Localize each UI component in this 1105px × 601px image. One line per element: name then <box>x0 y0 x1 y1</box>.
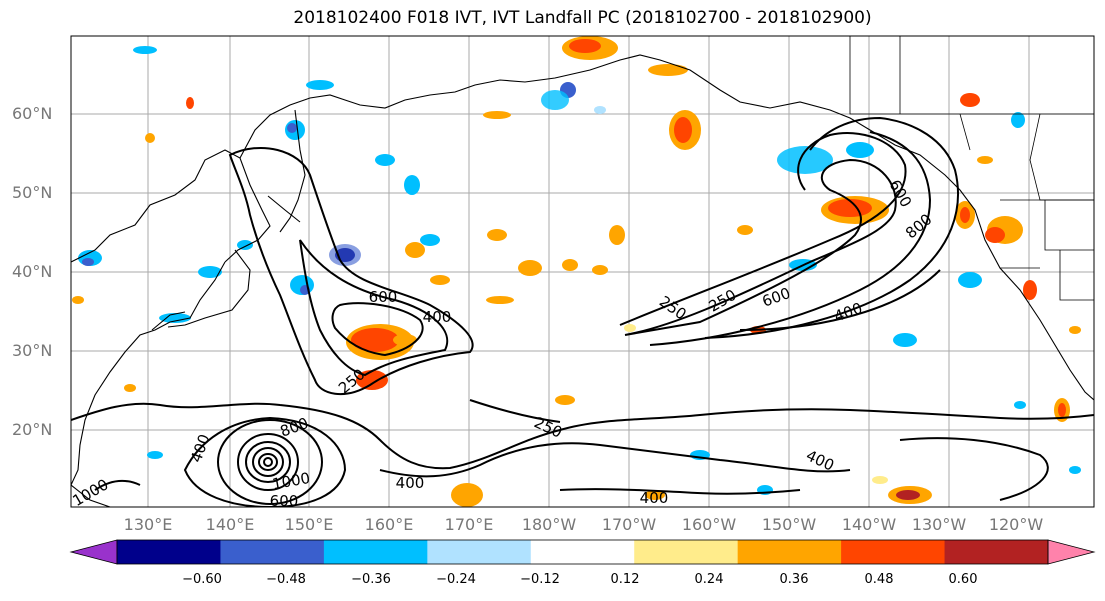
colorbar-tick: 0.60 <box>948 572 978 587</box>
lon-label-150e: 150°E <box>284 515 334 534</box>
colorbar-low-extension <box>69 539 118 565</box>
lon-label-160w: 160°W <box>681 515 737 534</box>
svg-text:400: 400 <box>423 308 452 326</box>
map-frame <box>70 35 1095 508</box>
colorbar <box>69 539 1096 565</box>
lon-label-180w: 180°W <box>521 515 577 534</box>
lon-label-140w: 140°W <box>841 515 897 534</box>
colorbar-tick: 0.36 <box>779 572 809 587</box>
lon-label-170w: 170°W <box>601 515 657 534</box>
colorbar-tick: −0.12 <box>520 572 560 587</box>
colorbar-tick: −0.48 <box>266 572 306 587</box>
colorbar-segment <box>634 540 739 564</box>
lon-label-130w: 130°W <box>911 515 967 534</box>
lat-label-50n: 50°N <box>12 183 53 202</box>
colorbar-tick: 0.48 <box>864 572 894 587</box>
colorbar-tick: 0.24 <box>694 572 724 587</box>
lon-label-120w: 120°W <box>988 515 1044 534</box>
map-title: 2018102400 F018 IVT, IVT Landfall PC (20… <box>293 8 872 28</box>
svg-text:600: 600 <box>270 492 299 510</box>
colorbar-tick: −0.24 <box>436 572 476 587</box>
colorbar-segment <box>220 540 325 564</box>
lat-label-60n: 60°N <box>12 104 53 123</box>
colorbar-segment <box>737 540 842 564</box>
lon-label-130e: 130°E <box>123 515 173 534</box>
svg-text:400: 400 <box>396 474 425 492</box>
political-borders <box>849 36 1094 301</box>
colorbar-outline <box>116 539 1049 565</box>
colorbar-tick: −0.36 <box>351 572 391 587</box>
lon-label-150w: 150°W <box>761 515 817 534</box>
svg-text:600: 600 <box>369 288 398 306</box>
colorbar-segment <box>841 540 946 564</box>
colorbar-segment <box>427 540 532 564</box>
colorbar-segment <box>530 540 635 564</box>
colorbar-tick: 0.12 <box>610 572 640 587</box>
lon-label-140e: 140°E <box>205 515 255 534</box>
lat-label-40n: 40°N <box>12 262 53 281</box>
lat-label-30n: 30°N <box>12 341 53 360</box>
coastlines <box>71 54 1094 507</box>
lon-label-160e: 160°E <box>364 515 414 534</box>
colorbar-segment <box>323 540 428 564</box>
colorbar-high-extension <box>1047 539 1096 565</box>
colorbar-segment <box>117 540 221 564</box>
colorbar-segment <box>944 540 1049 564</box>
svg-text:400: 400 <box>640 489 669 507</box>
ivt-contours <box>71 116 1094 507</box>
lat-label-20n: 20°N <box>12 420 53 439</box>
colorbar-tick: −0.60 <box>182 572 222 587</box>
lon-label-170e: 170°E <box>444 515 494 534</box>
